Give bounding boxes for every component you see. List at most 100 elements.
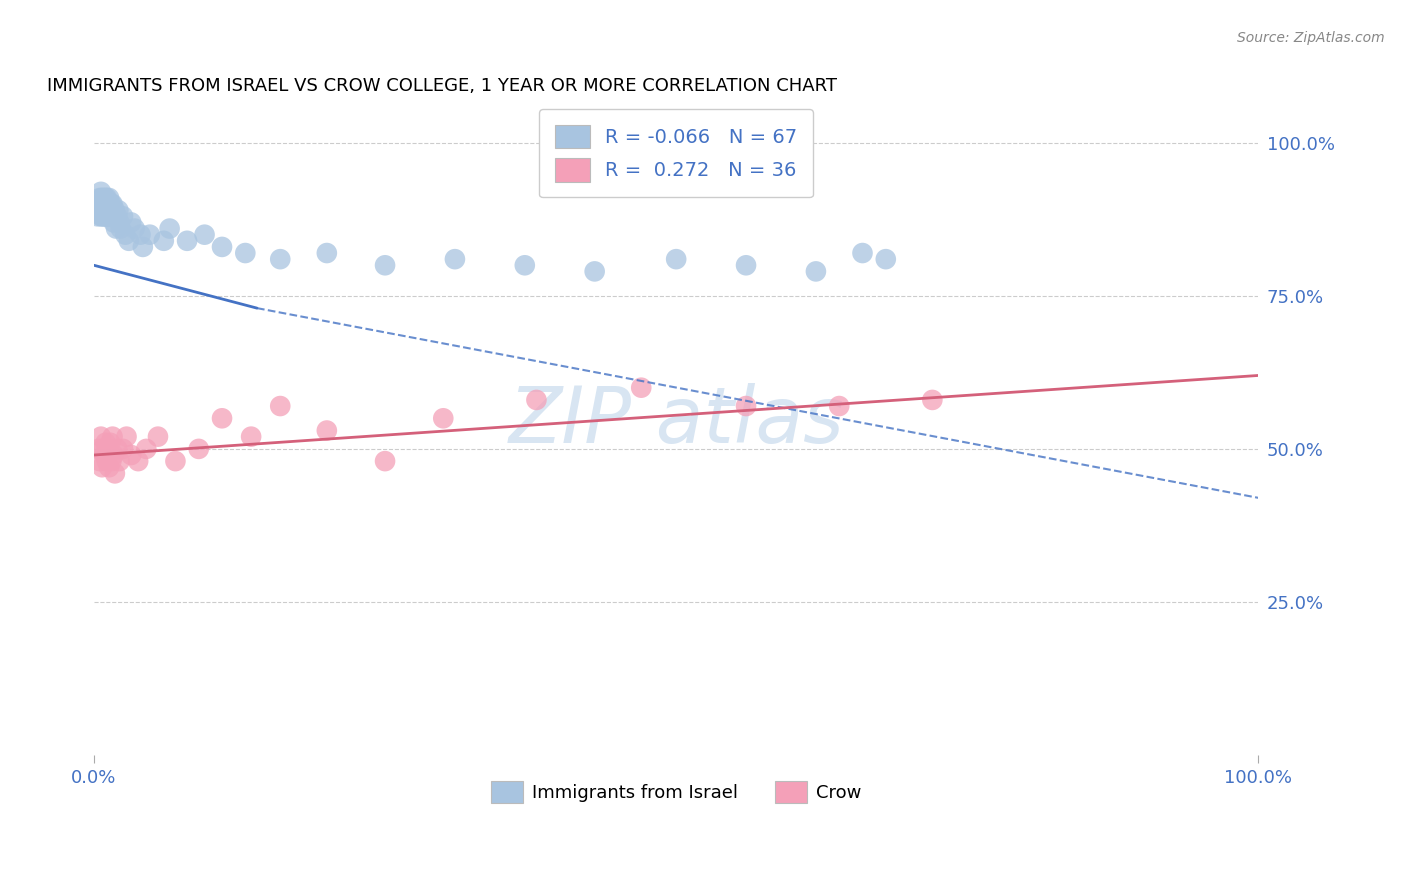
Point [107, 203, 129, 218]
Point [98, 191, 121, 205]
Text: Source: ZipAtlas.com: Source: ZipAtlas.com [1237, 31, 1385, 45]
Point [105, 442, 128, 456]
Point [513, 258, 536, 272]
Point [851, 246, 873, 260]
Point [165, 454, 187, 468]
Point [104, 210, 127, 224]
Point [98, 197, 121, 211]
Point [110, 221, 132, 235]
Point [187, 442, 209, 456]
Point [89, 191, 111, 205]
Point [93, 448, 115, 462]
Point [118, 234, 141, 248]
Point [269, 252, 291, 267]
Point [120, 448, 142, 462]
Point [132, 240, 155, 254]
Point [315, 246, 337, 260]
Point [240, 430, 263, 444]
Point [97, 442, 120, 456]
Point [93, 210, 115, 224]
Point [98, 203, 121, 218]
Point [127, 454, 149, 468]
Text: IMMIGRANTS FROM ISRAEL VS CROW COLLEGE, 1 YEAR OR MORE CORRELATION CHART: IMMIGRANTS FROM ISRAEL VS CROW COLLEGE, … [48, 78, 838, 95]
Point [233, 246, 256, 260]
Point [211, 240, 233, 254]
Point [526, 392, 548, 407]
Point [124, 221, 146, 235]
Point [97, 197, 120, 211]
Point [374, 258, 396, 272]
Point [315, 424, 337, 438]
Point [105, 210, 128, 224]
Point [159, 221, 181, 235]
Point [665, 252, 688, 267]
Point [100, 210, 122, 224]
Point [91, 460, 114, 475]
Point [98, 203, 121, 218]
Point [374, 454, 396, 468]
Point [875, 252, 897, 267]
Point [91, 191, 114, 205]
Point [630, 381, 652, 395]
Point [91, 191, 114, 205]
Point [108, 215, 131, 229]
Point [114, 227, 136, 242]
Point [96, 454, 118, 468]
Point [115, 430, 138, 444]
Point [86, 210, 108, 224]
Point [90, 210, 112, 224]
Point [444, 252, 467, 267]
Point [105, 221, 128, 235]
Point [735, 399, 758, 413]
Point [97, 210, 120, 224]
Point [108, 454, 131, 468]
Point [98, 460, 121, 475]
Point [87, 197, 110, 211]
Point [103, 448, 125, 462]
Point [91, 442, 114, 456]
Point [112, 442, 135, 456]
Point [135, 442, 157, 456]
Point [735, 258, 758, 272]
Point [269, 399, 291, 413]
Point [90, 430, 112, 444]
Point [583, 264, 606, 278]
Point [94, 191, 117, 205]
Point [101, 430, 124, 444]
Point [89, 203, 111, 218]
Point [103, 215, 125, 229]
Point [94, 435, 117, 450]
Point [98, 435, 121, 450]
Point [152, 234, 174, 248]
Point [211, 411, 233, 425]
Point [91, 210, 114, 224]
Point [89, 454, 111, 468]
Point [828, 399, 851, 413]
Point [96, 191, 118, 205]
Point [96, 203, 118, 218]
Point [100, 197, 122, 211]
Point [87, 442, 110, 456]
Legend: Immigrants from Israel, Crow: Immigrants from Israel, Crow [484, 773, 869, 810]
Point [91, 197, 114, 211]
Point [94, 197, 117, 211]
Point [120, 215, 142, 229]
Point [176, 234, 198, 248]
Point [193, 227, 215, 242]
Point [93, 203, 115, 218]
Point [101, 197, 124, 211]
Point [104, 203, 127, 218]
Point [101, 210, 124, 224]
Point [100, 203, 122, 218]
Point [96, 210, 118, 224]
Point [112, 210, 135, 224]
Point [921, 392, 943, 407]
Point [98, 210, 121, 224]
Point [139, 227, 162, 242]
Point [804, 264, 827, 278]
Text: ZIP atlas: ZIP atlas [509, 383, 844, 458]
Point [97, 203, 120, 218]
Point [129, 227, 152, 242]
Point [93, 197, 115, 211]
Point [100, 454, 122, 468]
